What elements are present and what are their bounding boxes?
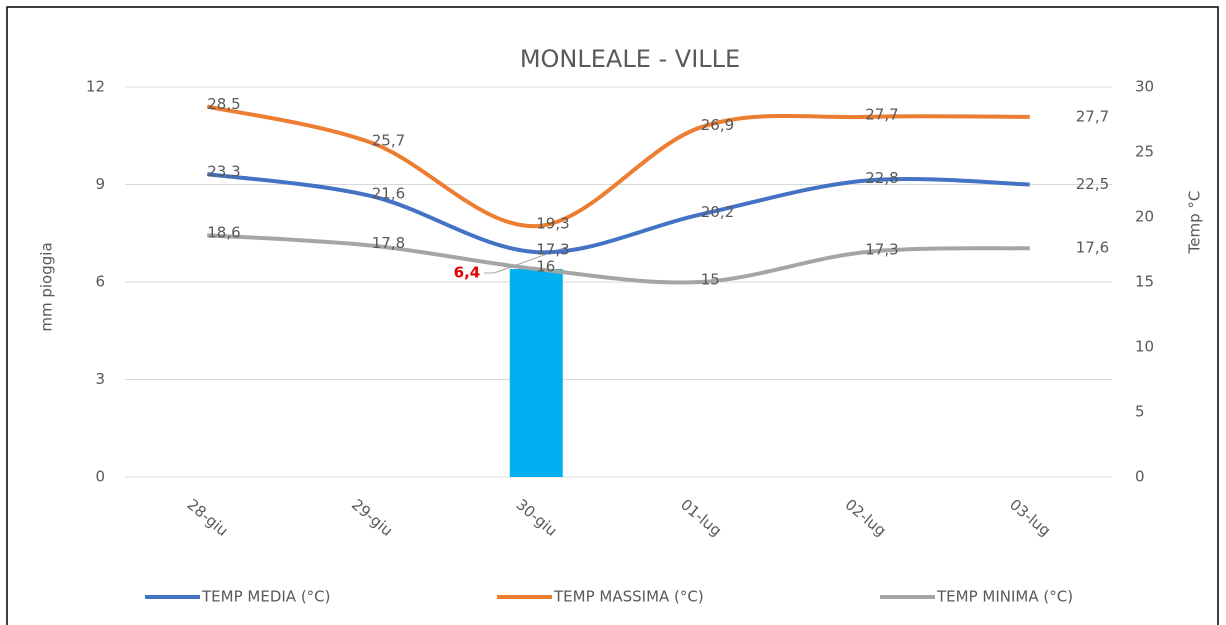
data-label: 23,3	[207, 163, 240, 181]
x-tick-label: 28-giu	[184, 495, 232, 539]
y2-tick-label: 0	[1135, 468, 1145, 486]
y2-tick-label: 10	[1135, 338, 1154, 356]
x-tick-label: 30-giu	[513, 495, 561, 539]
data-label: 20,2	[701, 203, 734, 221]
y2-tick-label: 25	[1135, 143, 1154, 161]
x-tick-label: 02-lug	[842, 495, 890, 539]
data-label: 27,7	[865, 105, 898, 123]
data-label: 21,6	[372, 185, 405, 203]
legend-label: TEMP MINIMA (°C)	[936, 588, 1073, 606]
data-label: 25,7	[372, 131, 405, 149]
data-label: 22,5	[1076, 175, 1109, 193]
data-label: 27,7	[1076, 107, 1109, 125]
bar-value-label: 6,4	[454, 264, 481, 282]
line	[206, 104, 1030, 229]
leader-line	[484, 246, 567, 274]
chart-title: MONLEALE - VILLE	[520, 45, 740, 73]
y2-tick-label: 5	[1135, 403, 1145, 421]
data-label: 22,8	[865, 169, 898, 187]
y-tick-label: 0	[95, 468, 105, 486]
data-label: 17,6	[1076, 239, 1109, 257]
y2-axis-title: Temp °C	[1186, 191, 1204, 255]
y-tick-label: 3	[95, 370, 105, 388]
frame	[6, 6, 1219, 625]
y2-tick-label: 30	[1135, 78, 1154, 96]
data-label: 18,6	[207, 224, 240, 242]
legend-label: TEMP MEDIA (°C)	[201, 588, 331, 606]
y-tick-label: 9	[95, 175, 105, 193]
data-label: 17,3	[865, 241, 898, 259]
line	[207, 233, 1030, 285]
data-label: 28,5	[207, 95, 240, 113]
data-label: 17,8	[372, 234, 405, 252]
data-label: 15	[701, 271, 720, 289]
x-tick-label: 03-lug	[1006, 495, 1054, 539]
data-label: 19,3	[536, 215, 569, 233]
line	[206, 172, 1030, 255]
y2-tick-label: 15	[1135, 273, 1154, 291]
bar	[509, 269, 563, 477]
data-label: 26,9	[701, 116, 734, 134]
y2-tick-label: 20	[1135, 208, 1154, 226]
x-tick-label: 01-lug	[677, 495, 725, 539]
data-label: 16	[536, 258, 555, 276]
x-tick-label: 29-giu	[348, 495, 396, 539]
y-tick-label: 12	[86, 78, 105, 96]
y-tick-label: 6	[95, 273, 105, 291]
legend-label: TEMP MASSIMA (°C)	[553, 588, 704, 606]
y-axis-title: mm pioggia	[38, 242, 56, 331]
data-label: 17,3	[536, 241, 569, 259]
